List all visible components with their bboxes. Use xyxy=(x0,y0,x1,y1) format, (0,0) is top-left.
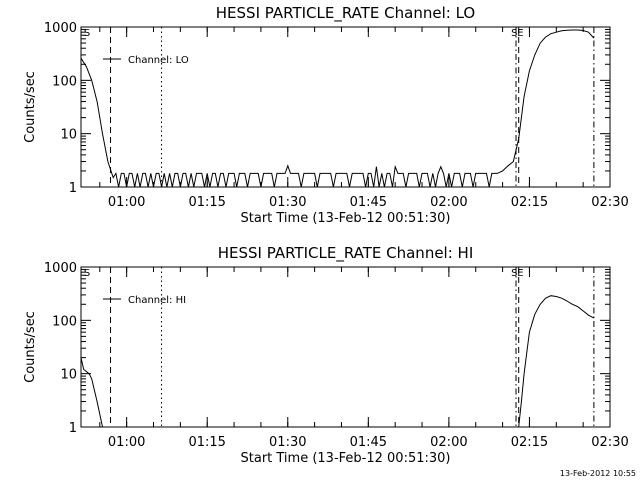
event-marker-label: S xyxy=(84,28,90,39)
y-tick-label: 100 xyxy=(52,74,77,89)
x-tick-label: 02:15 xyxy=(511,435,548,450)
y-axis-label: Counts/sec xyxy=(23,71,38,143)
x-tick-label: 01:00 xyxy=(108,435,145,450)
x-tick-label: 01:30 xyxy=(269,195,306,210)
x-axis-label: Start Time (13-Feb-12 00:51:30) xyxy=(241,211,451,226)
y-tick-label: 100 xyxy=(52,314,77,329)
chart-title: HESSI PARTICLE_RATE Channel: HI xyxy=(218,244,474,263)
plot-frame xyxy=(80,26,611,188)
timestamp: 13-Feb-2012 10:55 xyxy=(559,469,636,478)
x-tick-label: 02:30 xyxy=(591,435,628,450)
x-tick-label: 01:45 xyxy=(350,195,387,210)
x-tick-label: 01:45 xyxy=(350,435,387,450)
y-tick-label: 1 xyxy=(69,181,77,196)
x-axis-label: Start Time (13-Feb-12 00:51:30) xyxy=(241,451,451,466)
x-tick-label: 01:15 xyxy=(188,195,225,210)
x-tick-label: 01:15 xyxy=(188,435,225,450)
x-tick-label: 02:15 xyxy=(511,195,548,210)
hi-channel-panel: HESSI PARTICLE_RATE Channel: HI 1 10 100 100… xyxy=(23,244,629,466)
series-line xyxy=(518,295,595,428)
y-tick-label: 1 xyxy=(69,421,77,436)
legend-label: Channel: LO xyxy=(128,55,189,66)
event-marker-label: S xyxy=(511,28,517,39)
event-marker-label: E xyxy=(517,268,523,279)
y-tick-label: 10 xyxy=(60,128,77,143)
series-line xyxy=(80,29,595,188)
y-axis-label: Counts/sec xyxy=(23,311,38,383)
x-tick-label: 02:00 xyxy=(430,195,467,210)
x-tick-label: 02:00 xyxy=(430,435,467,450)
plot-frame xyxy=(80,266,611,428)
y-tick-label: 1000 xyxy=(44,261,77,276)
x-tick-label: 01:00 xyxy=(108,195,145,210)
event-marker-label: S xyxy=(511,268,517,279)
x-tick-label: 01:30 xyxy=(269,435,306,450)
y-tick-label: 1000 xyxy=(44,21,77,36)
event-marker-label: S xyxy=(84,268,90,279)
y-tick-label: 10 xyxy=(60,368,77,383)
chart-title: HESSI PARTICLE_RATE Channel: LO xyxy=(216,4,475,23)
series-line xyxy=(80,357,103,428)
legend-label: Channel: HI xyxy=(128,295,186,306)
lo-channel-panel: HESSI PARTICLE_RATE Channel: LO 1 10 100 100… xyxy=(23,4,629,226)
x-tick-label: 02:30 xyxy=(591,195,628,210)
event-marker-label: E xyxy=(517,28,523,39)
